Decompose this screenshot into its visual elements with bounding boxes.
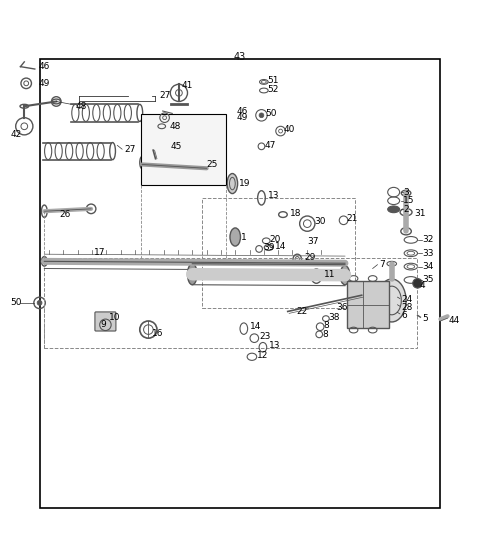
- Text: 36: 36: [336, 303, 348, 312]
- Text: 29: 29: [304, 253, 316, 262]
- Text: 5: 5: [422, 314, 428, 323]
- Text: 47: 47: [265, 141, 276, 150]
- Text: 35: 35: [422, 276, 434, 285]
- Text: 41: 41: [182, 81, 193, 90]
- Text: 50: 50: [265, 109, 276, 118]
- Text: 12: 12: [257, 351, 268, 360]
- Text: 13: 13: [268, 191, 279, 200]
- Text: 32: 32: [422, 235, 433, 244]
- Text: 15: 15: [403, 196, 415, 205]
- Circle shape: [259, 113, 264, 118]
- Text: 31: 31: [414, 209, 426, 218]
- Text: 46: 46: [236, 107, 248, 116]
- Text: 18: 18: [290, 209, 301, 218]
- Text: 4: 4: [420, 281, 426, 290]
- Text: 48: 48: [75, 102, 87, 110]
- Text: 26: 26: [60, 210, 71, 219]
- Circle shape: [413, 278, 422, 288]
- Text: 16: 16: [152, 329, 164, 338]
- Circle shape: [37, 300, 42, 305]
- Text: 30: 30: [314, 217, 326, 226]
- Text: 2: 2: [403, 205, 409, 214]
- Bar: [202, 198, 355, 307]
- Text: 19: 19: [239, 179, 251, 188]
- Text: 46: 46: [38, 62, 50, 71]
- Text: 14: 14: [250, 322, 261, 331]
- Text: 7: 7: [379, 260, 385, 269]
- Text: 1: 1: [241, 233, 247, 242]
- Text: 42: 42: [11, 130, 22, 139]
- Text: 27: 27: [159, 91, 170, 100]
- Text: 34: 34: [422, 262, 433, 271]
- Text: 51: 51: [268, 76, 279, 85]
- Text: 40: 40: [284, 124, 295, 134]
- Ellipse shape: [388, 206, 400, 213]
- Text: 39: 39: [263, 243, 275, 252]
- Text: 48: 48: [169, 122, 181, 131]
- Text: 27: 27: [124, 145, 136, 153]
- Text: 43: 43: [234, 52, 246, 62]
- Text: 20: 20: [270, 235, 281, 244]
- Text: 10: 10: [109, 312, 120, 321]
- Text: 23: 23: [259, 332, 270, 341]
- Text: 52: 52: [268, 85, 279, 94]
- Text: 11: 11: [324, 270, 335, 279]
- Text: 37: 37: [308, 237, 319, 246]
- Text: 9: 9: [100, 320, 106, 329]
- Text: 8: 8: [324, 321, 329, 330]
- Bar: [44, 258, 417, 348]
- Ellipse shape: [377, 279, 406, 322]
- Text: 44: 44: [448, 316, 460, 325]
- Text: 8: 8: [322, 330, 328, 339]
- Text: 45: 45: [171, 142, 182, 151]
- Ellipse shape: [188, 264, 197, 285]
- Text: 24: 24: [401, 296, 412, 305]
- Text: 22: 22: [296, 307, 308, 316]
- Text: 14: 14: [275, 242, 286, 251]
- Text: 38: 38: [329, 312, 340, 321]
- Text: 21: 21: [346, 214, 357, 223]
- Text: 50: 50: [10, 299, 22, 307]
- Bar: [39, 60, 441, 508]
- Text: 33: 33: [422, 249, 434, 258]
- Text: 25: 25: [206, 160, 218, 169]
- Ellipse shape: [230, 228, 240, 246]
- Text: 28: 28: [401, 303, 413, 312]
- Text: 13: 13: [269, 341, 280, 350]
- Text: 17: 17: [95, 248, 106, 257]
- FancyBboxPatch shape: [95, 312, 116, 331]
- Ellipse shape: [340, 266, 350, 285]
- Text: 6: 6: [401, 311, 407, 320]
- Text: 3: 3: [403, 187, 409, 196]
- Ellipse shape: [227, 174, 238, 194]
- Text: 49: 49: [236, 113, 248, 122]
- Text: 49: 49: [38, 79, 50, 88]
- Bar: [347, 281, 389, 328]
- Bar: [141, 114, 226, 185]
